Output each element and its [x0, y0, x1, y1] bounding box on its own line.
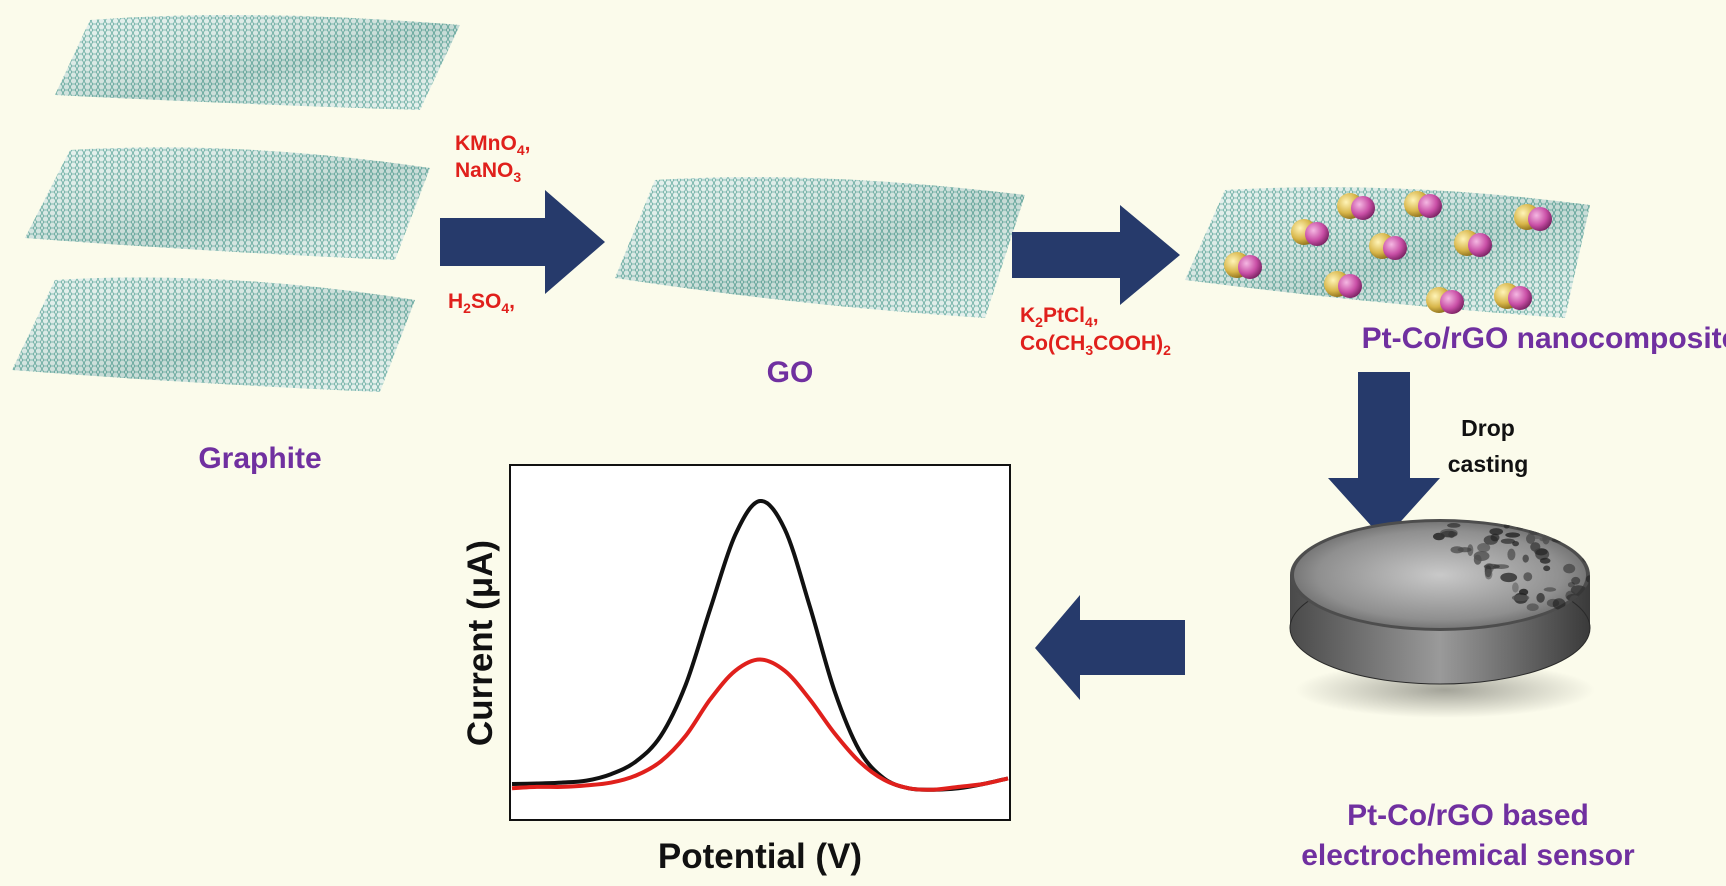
pt-co-particle	[1454, 230, 1492, 257]
surface-speckle	[1543, 565, 1551, 572]
electrode-disc	[1289, 519, 1598, 718]
surface-speckle	[1503, 523, 1510, 529]
reagents-step2: K2PtCl4, Co(CH3COOH)2	[1020, 304, 1171, 358]
reagent-kmno4: KMnO4,	[455, 132, 530, 158]
surface-speckle	[1450, 546, 1464, 554]
surface-speckle	[1563, 563, 1576, 574]
arrow-right-1	[440, 190, 605, 294]
surface-speckle	[1543, 587, 1557, 592]
surface-speckle	[1507, 548, 1516, 561]
pt-particle	[1383, 236, 1407, 260]
pt-co-particle	[1369, 233, 1407, 260]
go-label: GO	[767, 356, 814, 389]
surface-speckle	[1512, 541, 1519, 547]
surface-speckle	[1553, 524, 1567, 532]
pt-particle	[1418, 194, 1442, 218]
pt-co-particle	[1337, 193, 1375, 220]
pt-particle	[1238, 255, 1262, 279]
graphene-sheet	[25, 147, 430, 260]
surface-speckle	[1490, 533, 1500, 542]
surface-speckle	[1567, 533, 1579, 539]
pt-co-particles	[1224, 191, 1552, 314]
graphite-label: Graphite	[198, 442, 321, 475]
surface-speckle	[1526, 603, 1539, 611]
pt-particle	[1440, 290, 1464, 314]
graphene-sheet	[55, 15, 460, 110]
surface-speckle	[1505, 532, 1521, 538]
chart-x-axis-label: Potential (V)	[658, 837, 862, 876]
sensor-label-line1: Pt-Co/rGO based	[1347, 799, 1589, 832]
surface-speckle	[1582, 555, 1590, 564]
graphene-sheet	[12, 277, 415, 392]
surface-speckle	[1585, 575, 1590, 583]
drop-casting-line2: casting	[1448, 451, 1529, 477]
surface-speckle	[1581, 521, 1590, 529]
go-sheet	[615, 177, 1025, 318]
sensor-label-line2: electrochemical sensor	[1301, 839, 1635, 872]
reagent-h2so4: H2SO4,	[448, 290, 515, 316]
surface-speckle	[1516, 523, 1524, 530]
drop-casting-line1: Drop	[1461, 415, 1515, 441]
surface-speckle	[1467, 544, 1474, 556]
surface-speckle	[1571, 576, 1581, 585]
reagent-k2ptcl4: K2PtCl4,	[1020, 304, 1099, 330]
surface-speckle	[1489, 528, 1503, 536]
pt-co-particle	[1291, 219, 1329, 246]
pt-co-particle	[1494, 283, 1532, 310]
pt-particle	[1508, 286, 1532, 310]
surface-speckle	[1523, 572, 1533, 582]
surface-speckle	[1484, 569, 1493, 580]
arrow-right-2	[1012, 205, 1180, 305]
surface-speckle	[1511, 594, 1530, 601]
surface-speckle	[1551, 538, 1564, 543]
pt-particle	[1468, 233, 1492, 257]
surface-speckle	[1552, 598, 1566, 610]
surface-speckle	[1500, 538, 1515, 544]
arrow-left	[1035, 595, 1185, 700]
surface-speckle	[1512, 582, 1519, 593]
pt-co-particle	[1426, 287, 1464, 314]
surface-speckle	[1535, 548, 1550, 560]
pt-co-particle	[1224, 252, 1262, 279]
surface-speckle	[1447, 523, 1461, 528]
surface-speckle	[1473, 551, 1490, 561]
pt-particle	[1338, 274, 1362, 298]
pt-particle	[1528, 207, 1552, 231]
surface-speckle	[1500, 572, 1518, 583]
pt-co-particle	[1514, 204, 1552, 231]
surface-speckle	[1536, 592, 1545, 603]
surface-speckle	[1493, 564, 1510, 569]
pt-particle	[1305, 222, 1329, 246]
nanocomposite-label: Pt-Co/rGO nanocomposite	[1362, 322, 1726, 355]
reagent-cobalt-acetate: Co(CH3COOH)2	[1020, 332, 1171, 358]
surface-speckle	[1530, 542, 1541, 552]
reagent-nano3: NaNO3	[455, 159, 521, 185]
chart-series-group	[511, 499, 1009, 792]
dpv-chart: Potential (V) Current (μA)	[461, 464, 1011, 876]
surface-speckle	[1542, 533, 1550, 545]
arrow-down	[1328, 372, 1440, 540]
surface-speckle	[1477, 543, 1491, 553]
chart-plot-frame	[509, 464, 1011, 821]
chart-series-line-2	[511, 657, 1009, 792]
surface-speckle	[1519, 588, 1529, 596]
pt-co-particle	[1404, 191, 1442, 218]
graphite-stack	[12, 15, 460, 392]
surface-speckle	[1522, 554, 1529, 563]
surface-speckle	[1570, 585, 1587, 595]
pt-co-particle	[1324, 271, 1362, 298]
chart-y-axis-label: Current (μA)	[461, 540, 500, 746]
surface-speckle	[1440, 530, 1458, 538]
pt-particle	[1351, 196, 1375, 220]
surface-speckle	[1591, 521, 1598, 530]
